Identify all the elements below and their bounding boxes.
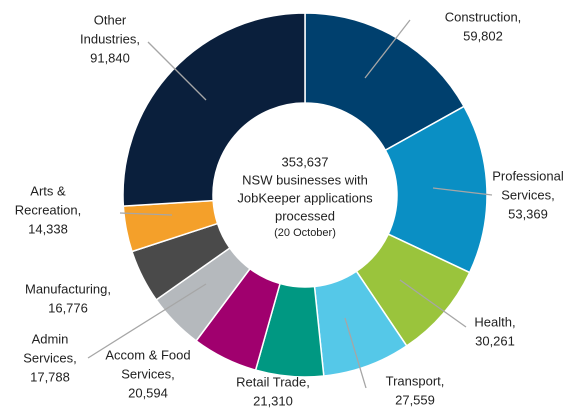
value-label: 27,559: [395, 392, 435, 407]
category-label: Transport,: [386, 373, 445, 388]
donut-segment: [384, 105, 488, 274]
leader-line: [147, 41, 207, 101]
category-label: Admin: [32, 331, 69, 346]
leader-line: [87, 283, 207, 359]
category-label: Services,: [501, 187, 554, 202]
category-label: Accom & Food: [105, 347, 190, 362]
center-line: processed: [275, 208, 335, 223]
category-label: Retail Trade,: [236, 374, 310, 389]
leader-line: [364, 19, 411, 79]
value-label: 30,261: [475, 333, 515, 348]
value-label: 91,840: [90, 50, 130, 65]
leader-line: [344, 317, 367, 389]
category-label: Manufacturing,: [25, 281, 111, 296]
center-line: JobKeeper applications: [237, 190, 373, 205]
value-label: 21,310: [253, 393, 293, 408]
value-label: 20,594: [128, 385, 168, 400]
category-label: Construction,: [445, 9, 522, 24]
category-label: Arts &: [30, 183, 66, 198]
center-text: 353,637 NSW businesses with JobKeeper appl…: [237, 154, 373, 238]
category-label: Health,: [474, 314, 515, 329]
leader-line: [399, 279, 467, 328]
leader-line: [119, 212, 173, 216]
category-label: Services,: [23, 350, 76, 365]
value-label: 17,788: [30, 369, 70, 384]
category-label: Services,: [121, 366, 174, 381]
center-note: (20 October): [274, 227, 336, 239]
value-label: 59,802: [463, 28, 503, 43]
category-label: Professional: [492, 168, 564, 183]
value-label: 16,776: [48, 300, 88, 315]
value-label: 53,369: [508, 206, 548, 221]
donut-segment: [122, 12, 306, 207]
category-label: Industries,: [80, 31, 140, 46]
category-label: Other: [94, 12, 127, 27]
leader-line: [432, 187, 493, 196]
value-label: 14,338: [28, 221, 68, 236]
center-line: NSW businesses with: [242, 172, 368, 187]
donut-segment: [304, 12, 466, 152]
center-line: 353,637: [282, 154, 329, 169]
category-label: Recreation,: [15, 202, 81, 217]
